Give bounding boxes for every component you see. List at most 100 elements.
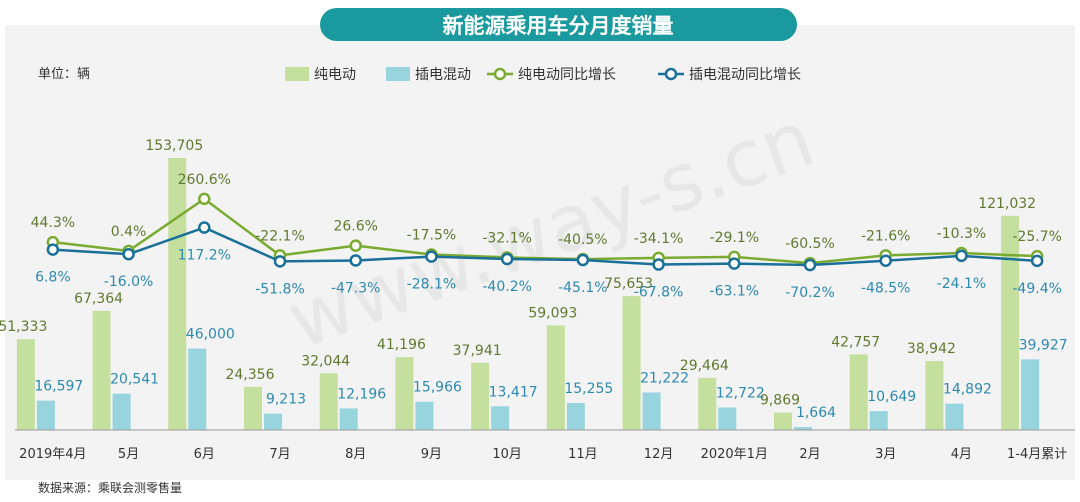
marker-phev [349,254,362,267]
bar-bev [395,357,414,430]
marker-phev [576,253,590,267]
x-tick-label: 8月 [345,447,366,462]
bar-bev [546,325,565,430]
bar-phev [188,348,207,430]
marker-phev [425,250,438,263]
legend-label-line-bev: 纯电动同比增长 [518,67,616,83]
bar-bev [925,361,944,430]
line-label-bev: 0.4% [111,224,147,240]
data-labels: 51,333 16,597 67,364 20,541 153,705 46,000 24,… [0,138,1068,421]
bar-bev [774,412,792,430]
bar-bev [244,386,262,430]
bar-label-bev: 32,044 [301,353,350,369]
marker-phev [500,252,514,266]
bar-label-phev: 14,892 [943,382,992,398]
bar-label-bev: 24,356 [226,367,275,383]
bar-phev [794,427,812,430]
legend-marker-bev [493,67,507,81]
legend-swatch-phev [386,67,410,81]
marker-bev [349,239,362,252]
legend-label-bev: 纯电动 [314,67,356,83]
x-tick-label: 4月 [951,447,972,462]
bar-label-bev: 121,032 [978,196,1036,212]
legend-label-phev: 插电混动 [415,67,471,83]
bar-bev [319,373,338,430]
marker-phev [1030,254,1044,268]
line-label-bev: 260.6% [178,172,231,188]
unit-label: 单位：辆 [38,67,90,82]
bar-phev [566,403,585,430]
line-label-bev: -29.1% [710,230,760,246]
line-label-phev: 6.8% [35,270,71,286]
bar-phev [945,403,964,430]
bar-phev [642,392,661,430]
bar-label-phev: 21,222 [640,370,689,386]
line-label-bev: -25.7% [1012,229,1062,245]
x-tick-label: 12月 [644,447,674,462]
line-label-bev: -32.1% [482,230,532,246]
x-tick-label: 1-4月累计 [1007,447,1067,462]
bar-phev [36,400,55,430]
bar-label-bev: 67,364 [74,291,123,307]
marker-phev [652,258,665,271]
bar-phev [339,408,358,430]
bar-phev [415,401,434,430]
chart-title: 新能源乘用车分月度销量 [443,14,674,38]
source-note: 数据来源：乘联会测零售量 [38,480,182,495]
legend-label-line-phev: 插电混动同比增长 [689,67,801,83]
bar-label-bev: 75,653 [604,276,653,292]
x-tick-labels: 2019年4月 5月 6月 7月 8月 9月 10月 11月 12月 2020年1月 2月 3月 4月 1… [19,447,1067,462]
title-background [320,8,797,41]
bar-label-bev: 59,093 [528,305,577,321]
line-label-phev: -49.4% [1012,281,1062,297]
bar-label-phev: 46,000 [186,327,235,343]
marker-phev [728,257,741,270]
line-label-phev: -70.2% [785,285,835,301]
bar-phev [491,406,510,430]
legend: 纯电动 插电混动 纯电动同比增长 插电混动同比增长 [285,67,801,83]
x-tick-label: 2020年1月 [701,447,768,462]
x-tick-label: 9月 [421,447,442,462]
bar-label-phev: 16,597 [34,379,83,395]
bars [16,158,1040,430]
line-label-bev: 44.3% [31,215,75,231]
bar-label-bev: 9,869 [760,393,800,409]
x-tick-label: 7月 [269,447,290,462]
bar-label-bev: 51,333 [0,319,47,335]
bar-bev [168,158,187,430]
bar-phev [718,407,737,430]
line-label-bev: -60.5% [785,236,835,252]
bar-phev [1021,359,1040,430]
bar-label-phev: 12,196 [337,386,386,402]
line-label-phev: -24.1% [937,276,987,292]
marker-phev [879,254,892,267]
marker-phev [122,247,135,261]
bar-label-phev: 13,417 [489,384,538,400]
bar-bev [849,354,868,430]
bar-bev [622,296,641,430]
lines [46,192,1044,272]
line-label-bev: -10.3% [937,226,987,242]
x-tick-label: 5月 [118,447,139,462]
line-phev [52,226,1038,267]
bar-label-bev: 153,705 [145,138,203,154]
bar-bev [1001,215,1020,430]
line-label-bev: -17.5% [407,228,457,244]
line-label-phev: -45.1% [558,280,608,296]
line-bev [52,197,1038,265]
bar-label-phev: 12,722 [716,385,765,401]
bar-label-bev: 38,942 [907,341,956,357]
line-label-bev: -21.6% [861,228,911,244]
x-tick-label: 2019年4月 [19,447,86,462]
line-label-bev: 26.6% [333,219,377,235]
bar-bev [92,310,111,430]
bar-label-phev: 1,664 [796,405,836,421]
x-tick-label: 2月 [799,447,820,462]
bar-label-bev: 42,757 [831,334,880,350]
legend-swatch-bev [285,67,309,81]
bar-label-bev: 37,941 [453,343,502,359]
x-tick-label: 11月 [568,447,598,462]
line-label-phev: -40.2% [482,279,532,295]
x-tick-label: 6月 [194,447,215,462]
marker-phev [46,243,60,256]
